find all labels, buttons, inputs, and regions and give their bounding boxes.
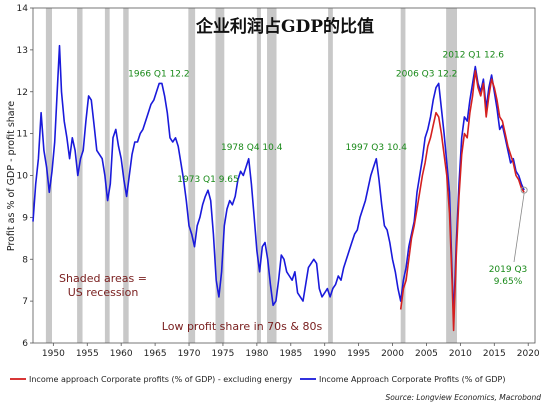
y-tick-label: 8 <box>22 255 28 265</box>
y-axis: 6 7 8 9 10 11 12 13 14 <box>17 4 33 349</box>
y-tick-label: 11 <box>17 130 28 140</box>
recession-band <box>104 8 110 343</box>
peak-annotations: 1966 Q1 12.2 1973 Q1 9.65 1978 Q4 10.4 1997… <box>128 51 504 186</box>
series-lines <box>32 44 525 332</box>
y-tick-label: 14 <box>17 4 29 14</box>
x-tick-label: 2005 <box>415 349 438 359</box>
legend: Income approach Corporate profits (% of … <box>10 375 505 384</box>
callout-label-period: 2019 Q3 <box>489 265 528 275</box>
y-tick-label: 12 <box>17 88 28 98</box>
x-tick-label: 1965 <box>144 349 167 359</box>
recession-band <box>446 8 457 343</box>
x-tick-label: 1950 <box>42 349 65 359</box>
x-tick-label: 1995 <box>347 349 370 359</box>
x-tick-label: 2020 <box>517 349 540 359</box>
recession-band <box>45 8 52 343</box>
peak-annotation: 2012 Q1 12.6 <box>443 51 505 61</box>
recession-band <box>400 8 406 343</box>
legend-label-total: Income Approach Corporate Profits (% of … <box>319 375 505 384</box>
peak-annotation: 1978 Q4 10.4 <box>221 143 283 153</box>
recession-note-line1: Shaded areas = <box>59 272 147 285</box>
y-tick-label: 10 <box>17 172 29 182</box>
x-tick-label: 1960 <box>110 349 133 359</box>
recession-band <box>77 8 83 343</box>
recession-band <box>328 8 333 343</box>
x-tick-label: 1990 <box>313 349 336 359</box>
y-tick-label: 13 <box>17 46 28 56</box>
x-tick-label: 2010 <box>449 349 472 359</box>
recession-note-line2: US recession <box>68 286 139 299</box>
y-axis-label: Profit as % of GDP - profit share <box>6 101 17 251</box>
x-tick-label: 2000 <box>381 349 404 359</box>
x-tick-label: 1980 <box>245 349 268 359</box>
recession-note: Shaded areas = US recession <box>59 272 147 299</box>
x-tick-label: 1970 <box>178 349 201 359</box>
legend-label-excl-energy: Income approach Corporate profits (% of … <box>29 375 292 384</box>
peak-annotation: 1973 Q1 9.65 <box>177 175 238 185</box>
callout-marker <box>520 186 528 194</box>
x-axis: 1950 1955 1960 1965 1970 1975 1980 1985 1990 1995… <box>42 343 540 359</box>
x-tick-label: 1975 <box>211 349 234 359</box>
recession-bands <box>45 8 457 343</box>
recession-band <box>123 8 129 343</box>
recession-band <box>267 8 277 343</box>
source-note: Source: Longview Economics, Macrobond <box>386 393 542 402</box>
y-tick-label: 9 <box>22 213 28 223</box>
series-line-excl-energy <box>399 70 525 332</box>
chart-title: 企业利润占GDP的比值 <box>195 16 374 37</box>
x-tick-label: 1985 <box>279 349 302 359</box>
recession-band <box>188 8 196 343</box>
x-tick-label: 1955 <box>76 349 99 359</box>
peak-annotation: 1966 Q1 12.2 <box>128 69 189 79</box>
latest-callout: 2019 Q3 9.65% <box>489 186 528 287</box>
low-profit-note: Low profit share in 70s & 80s <box>162 320 323 333</box>
recession-band <box>256 8 261 343</box>
peak-annotation: 2006 Q3 12.2 <box>396 69 457 79</box>
series-line-total <box>32 44 525 319</box>
recession-band <box>215 8 225 343</box>
y-tick-label: 6 <box>22 339 28 349</box>
peak-annotation: 1997 Q3 10.4 <box>346 143 408 153</box>
callout-leader <box>513 193 525 263</box>
callout-label-value: 9.65% <box>494 277 523 287</box>
y-tick-label: 7 <box>22 297 28 307</box>
x-tick-label: 2015 <box>483 349 506 359</box>
